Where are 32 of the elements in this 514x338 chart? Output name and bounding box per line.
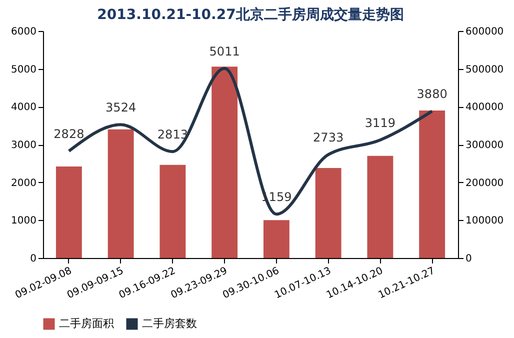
y-tick-label: 1000	[11, 216, 36, 227]
data-label: 5011	[209, 44, 240, 58]
y2-tick-label: 200000	[466, 178, 504, 189]
data-label: 2733	[313, 130, 344, 145]
y2-tick-label: 0	[466, 254, 472, 264]
y-tick-label: 3000	[11, 140, 36, 151]
data-label: 3524	[106, 100, 136, 115]
y2-tick-label: 600000	[466, 26, 504, 38]
bar	[56, 166, 82, 258]
bar	[160, 164, 186, 258]
y-tick-label: 6000	[11, 26, 36, 38]
y-tick-label: 5000	[11, 64, 36, 76]
data-label: 2828	[54, 127, 84, 142]
y2-tick-label: 100000	[466, 216, 504, 227]
y-tick-label: 4000	[11, 102, 36, 114]
bar	[108, 129, 134, 258]
y2-tick-label: 400000	[466, 102, 504, 114]
data-label: 3880	[416, 87, 448, 102]
bar	[315, 168, 342, 258]
bar	[212, 66, 238, 258]
legend-label: 二手房面积	[59, 317, 114, 330]
chart-title: 2013.10.21-10.27北京二手房周成交量走势图	[97, 6, 404, 23]
legend-label: 二手房套数	[142, 317, 197, 330]
data-label: 3119	[364, 116, 396, 130]
y-tick-label: 2000	[11, 178, 36, 189]
data-label: 2813	[157, 128, 188, 142]
y2-tick-label: 300000	[466, 140, 504, 151]
bar	[367, 156, 394, 258]
y-tick-label: 0	[30, 254, 36, 264]
bar	[419, 110, 446, 258]
y2-tick-label: 500000	[466, 64, 504, 76]
bar	[263, 220, 290, 258]
